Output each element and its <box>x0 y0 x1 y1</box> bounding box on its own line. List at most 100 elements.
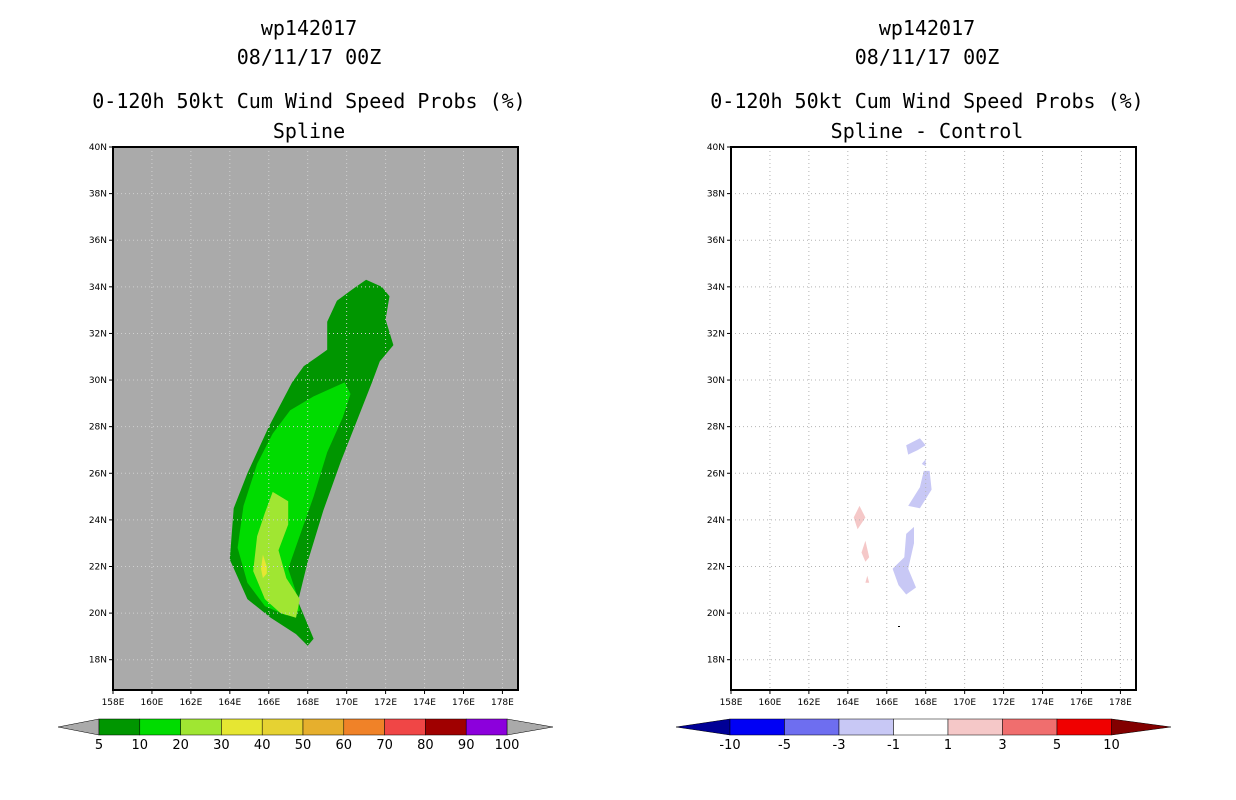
x-tick-label: 170E <box>953 698 976 708</box>
x-tick-label: 160E <box>141 698 164 708</box>
x-tick-label: 174E <box>1031 698 1054 708</box>
y-tick-label: 40N <box>89 143 107 153</box>
colorbar-label: -5 <box>778 738 791 753</box>
storm-id: wp142017 <box>260 16 358 40</box>
contour-region <box>892 526 916 595</box>
y-tick-label: 30N <box>89 376 107 386</box>
y-tick-label: 20N <box>89 609 107 619</box>
contour-region <box>921 459 926 467</box>
x-tick-label: 172E <box>374 698 397 708</box>
colorbar-swatch <box>729 718 785 736</box>
colorbar-swatch <box>384 718 426 736</box>
plot-area <box>731 147 1136 690</box>
plot-frame <box>730 146 1137 691</box>
colorbar-label: 20 <box>172 738 189 753</box>
product-title: 0-120h 50kt Cum Wind Speed Probs (%) <box>92 89 526 113</box>
y-tick-label: 34N <box>707 283 725 293</box>
colorbar-label: -10 <box>719 738 740 753</box>
colorbar-label: -1 <box>887 738 900 753</box>
colorbar-label: 80 <box>417 738 434 753</box>
contour-region <box>253 491 300 618</box>
colorbar-under-triangle <box>675 718 731 736</box>
y-tick-label: 20N <box>707 609 725 619</box>
colorbar-label: 10 <box>1103 738 1120 753</box>
product-title: 0-120h 50kt Cum Wind Speed Probs (%) <box>710 89 1144 113</box>
x-tick-label: 176E <box>452 698 475 708</box>
colorbar-swatch <box>343 718 385 736</box>
difference-map-spline-minus-control: 158E 160E 162E 164E 166E 168E 170E 172E 174E 176E… <box>675 143 1172 753</box>
y-tick-label: 38N <box>707 190 725 200</box>
x-tick-label: 160E <box>759 698 782 708</box>
storm-id: wp142017 <box>878 16 976 40</box>
x-tick-label: 174E <box>413 698 436 708</box>
x-tick-label: 168E <box>296 698 319 708</box>
colorbar-swatch <box>947 718 1003 736</box>
colorbar-swatch <box>1056 718 1112 736</box>
plot-frame <box>112 146 519 691</box>
contour-region <box>865 575 870 583</box>
contour-region <box>908 470 932 509</box>
x-tick-label: 178E <box>1109 698 1132 708</box>
y-tick-label: 26N <box>89 469 107 479</box>
x-tick-label: 162E <box>179 698 202 708</box>
colorbar-label: 5 <box>1053 738 1061 753</box>
colorbar-swatch <box>261 718 304 736</box>
colorbar-label: 30 <box>213 738 230 753</box>
panel-subtitle: Spline - Control <box>830 119 1024 143</box>
x-tick-label: 166E <box>257 698 280 708</box>
x-tick-label: 158E <box>102 698 125 708</box>
x-tick-label: 168E <box>914 698 937 708</box>
y-tick-label: 36N <box>89 236 107 246</box>
colorbar-under-triangle <box>57 718 100 736</box>
colorbar-swatch <box>784 718 840 736</box>
contour-region <box>261 554 267 579</box>
colorbar-label: 90 <box>458 738 475 753</box>
probability-map-spline: 158E 160E 162E 164E 166E 168E 170E 172E 174E 176E… <box>57 143 554 753</box>
y-tick-label: 18N <box>707 656 725 666</box>
forecast-datetime: 08/11/17 00Z <box>236 45 382 69</box>
contour-region <box>861 540 870 562</box>
colorbar-label: 60 <box>336 738 353 753</box>
contour-region <box>906 438 926 455</box>
y-tick-label: 40N <box>707 143 725 153</box>
y-tick-label: 30N <box>707 376 725 386</box>
y-tick-label: 26N <box>707 469 725 479</box>
colorbar-swatch <box>139 718 181 736</box>
colorbar-swatch <box>838 718 894 736</box>
y-tick-label: 24N <box>707 516 725 526</box>
colorbar-swatch <box>425 718 467 736</box>
y-tick-label: 34N <box>89 283 107 293</box>
left-panel: wp142017 08/11/17 00Z 0-120h 50kt Cum Wi… <box>57 16 554 753</box>
colorbar-swatch <box>180 718 222 736</box>
colorbar-swatch <box>1002 718 1058 736</box>
y-tick-label: 28N <box>89 423 107 433</box>
colorbar-label: 10 <box>132 738 149 753</box>
x-tick-label: 172E <box>992 698 1015 708</box>
x-tick-label: 164E <box>218 698 241 708</box>
y-tick-label: 38N <box>89 190 107 200</box>
colorbar-label: 50 <box>295 738 312 753</box>
y-tick-label: 32N <box>707 329 725 339</box>
x-tick-label: 158E <box>720 698 743 708</box>
colorbar-label: 70 <box>376 738 393 753</box>
colorbar-swatch <box>465 718 508 736</box>
colorbar-label: 5 <box>95 738 103 753</box>
colorbar-swatch <box>98 718 141 736</box>
right-panel: wp142017 08/11/17 00Z 0-120h 50kt Cum Wi… <box>618 0 1236 800</box>
y-tick-label: 32N <box>89 329 107 339</box>
colorbar-label: 1 <box>944 738 952 753</box>
contour-speck <box>898 626 900 627</box>
x-tick-label: 176E <box>1070 698 1093 708</box>
colorbar-swatch <box>221 718 263 736</box>
x-tick-label: 178E <box>491 698 514 708</box>
forecast-datetime: 08/11/17 00Z <box>854 45 1000 69</box>
colorbar-label: -3 <box>833 738 846 753</box>
colorbar-swatch <box>302 718 345 736</box>
colorbar-label: 100 <box>495 738 520 753</box>
x-tick-label: 164E <box>836 698 859 708</box>
colorbar-over-triangle <box>506 718 554 736</box>
panel-subtitle: Spline <box>272 119 346 143</box>
y-tick-label: 22N <box>707 562 725 572</box>
y-tick-label: 18N <box>89 656 107 666</box>
colorbar-label: 3 <box>998 738 1006 753</box>
